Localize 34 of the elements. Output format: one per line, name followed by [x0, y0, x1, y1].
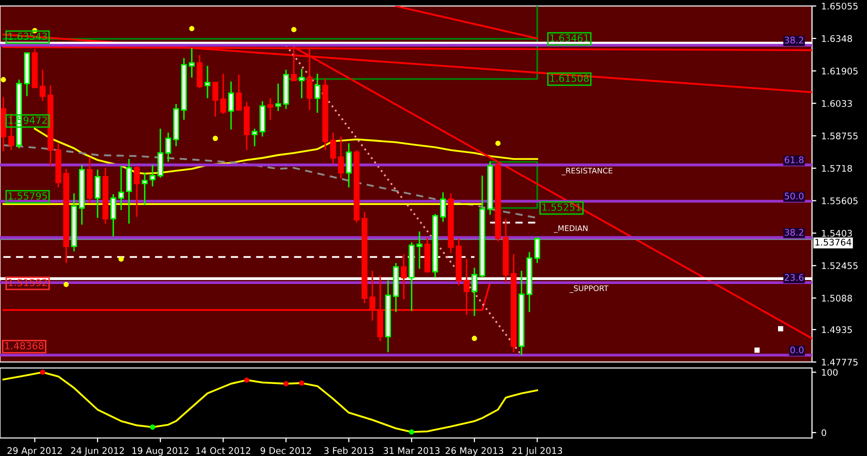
y-tick-label: 1.5403	[822, 230, 852, 237]
y-tick-label: 1.55605	[822, 197, 858, 204]
annotation: 0.0	[790, 346, 804, 354]
x-tick-label: 31 Mar 2013	[384, 447, 440, 454]
ref-line-label: 1.53764	[815, 238, 852, 246]
annotation: 1.48368	[5, 342, 44, 350]
x-tick-label: 21 Jul 2013	[512, 447, 562, 456]
annotation: 38.2	[784, 228, 804, 236]
x-tick-label: 9 Dec 2012	[260, 447, 312, 454]
y-tick-label: 1.65055	[822, 2, 858, 10]
x-tick-label: 29 Apr 2012	[8, 447, 62, 456]
y-tick-label: 1.6033	[822, 100, 852, 107]
y-tick-label: 1.4935	[822, 326, 852, 334]
y-tick-label: 0	[822, 429, 826, 436]
annotation: 50.0	[784, 192, 804, 200]
annotation: 1.61508	[550, 74, 589, 82]
y-tick-label: 1.58755	[822, 132, 858, 140]
x-tick-label: 26 May 2013	[446, 447, 504, 456]
y-tick-label: 1.5088	[822, 294, 852, 302]
x-tick-label: 19 Aug 2012	[132, 447, 188, 456]
annotation: 1.63461	[550, 34, 589, 42]
annotation: 61.8	[784, 156, 804, 164]
x-tick-label: 3 Feb 2013	[324, 447, 374, 454]
y-tick-label: 1.52455	[822, 262, 858, 270]
x-tick-label: 24 Jun 2012	[71, 447, 124, 456]
y-tick-label: 1.61905	[822, 68, 858, 74]
annotation: 23.6	[784, 274, 804, 281]
annotation: 38.2	[784, 36, 804, 44]
y-tick-label: 1.6348	[822, 35, 852, 42]
y-tick-label: 1.5718	[822, 164, 852, 172]
annotation: 1.55795	[8, 192, 47, 200]
y-tick-label: 100	[822, 368, 838, 376]
x-tick-label: 14 Oct 2012	[196, 447, 250, 454]
y-tick-label: 1.47775	[822, 358, 858, 366]
